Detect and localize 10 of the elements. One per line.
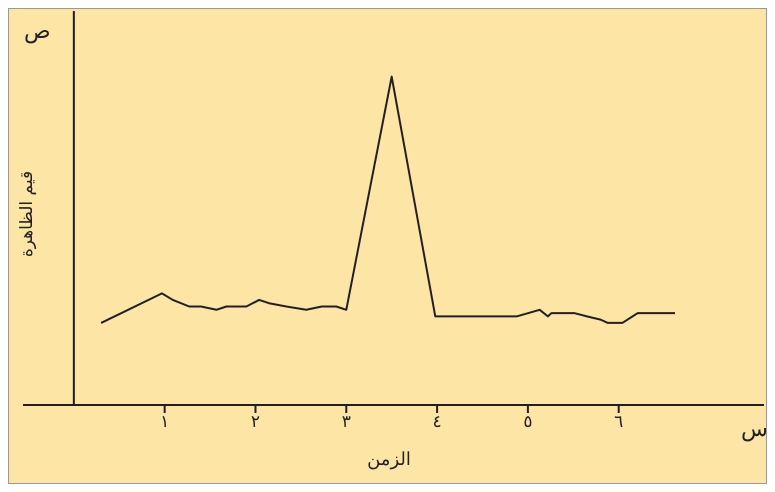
y-axis-title: قيم الظاهرة bbox=[17, 170, 37, 258]
text: س bbox=[741, 417, 768, 442]
x-tick-label: ٦ bbox=[614, 412, 624, 432]
x-tick-label: ١ bbox=[160, 412, 170, 432]
x-tick-label: ٤ bbox=[432, 412, 442, 432]
x-tick-label: ٢ bbox=[250, 412, 260, 432]
x-tick-label: ٥ bbox=[523, 412, 532, 432]
x-tick-label: ٣ bbox=[342, 412, 351, 432]
text: ص bbox=[24, 19, 51, 44]
x-axis-title: الزمن bbox=[366, 449, 412, 470]
